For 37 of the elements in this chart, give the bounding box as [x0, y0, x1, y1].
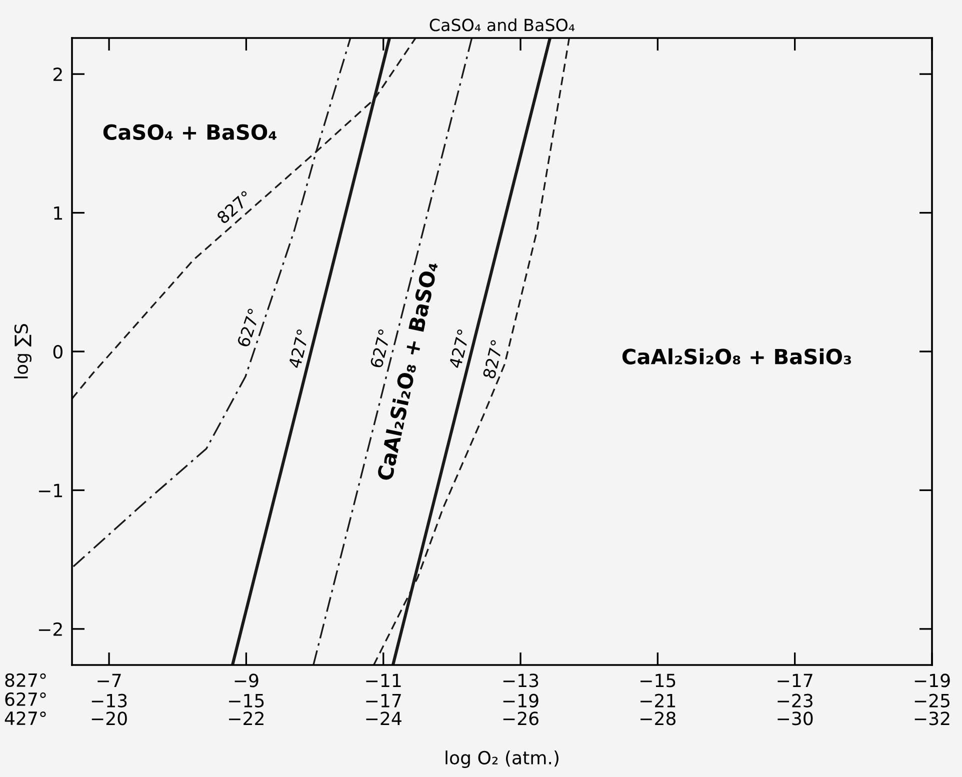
- text: 427°: [288, 329, 310, 369]
- y-tick-label: −1: [38, 484, 62, 498]
- x2-tick-label: −15: [229, 694, 264, 708]
- y-tick-label: 2: [54, 68, 62, 81]
- text: −28: [640, 712, 676, 726]
- text: −32: [914, 712, 950, 726]
- x2-tick-label: −13: [92, 694, 127, 708]
- x-tick-label: −9: [234, 674, 258, 688]
- x-tick-label: −15: [640, 674, 676, 688]
- x-tick-label: −11: [366, 674, 401, 688]
- text: −22: [229, 712, 264, 726]
- x-tick-label: −17: [778, 674, 812, 688]
- text: 827°: [482, 340, 504, 380]
- x2-tick-label: −21: [640, 694, 676, 708]
- x2-tick-label: −25: [914, 694, 950, 708]
- x2-tick-label: −23: [778, 694, 812, 708]
- x-tick-label: −13: [503, 674, 538, 688]
- text: −30: [778, 712, 813, 726]
- chart-title: CaSO₄ and BaSO₄: [430, 18, 575, 32]
- y-tick-label: 0: [53, 344, 62, 359]
- text: 627°: [236, 308, 261, 348]
- text: −24: [366, 712, 402, 726]
- x2-tick-label: −17: [366, 694, 401, 708]
- x-tick-label: −7: [98, 674, 121, 688]
- text: −20: [92, 712, 127, 726]
- line-series: [372, 38, 570, 665]
- y-axis-title: log ∑S: [14, 324, 32, 378]
- annotation: CaSO₄ + BaSO₄: [103, 124, 276, 140]
- x2-tick-label: −19: [503, 694, 538, 708]
- text: −26: [503, 712, 538, 726]
- x-axis-title: log O₂ (atm.): [446, 750, 558, 768]
- text: 827° 627° 427°: [4, 673, 46, 725]
- annotation: CaAl₂Si₂O₈ + BaSiO₃: [622, 348, 852, 364]
- y-tick-label: −2: [38, 622, 62, 636]
- y-tick-label: 1: [54, 206, 62, 220]
- x-tick-label: −19: [914, 674, 950, 688]
- text: 427°: [448, 329, 470, 369]
